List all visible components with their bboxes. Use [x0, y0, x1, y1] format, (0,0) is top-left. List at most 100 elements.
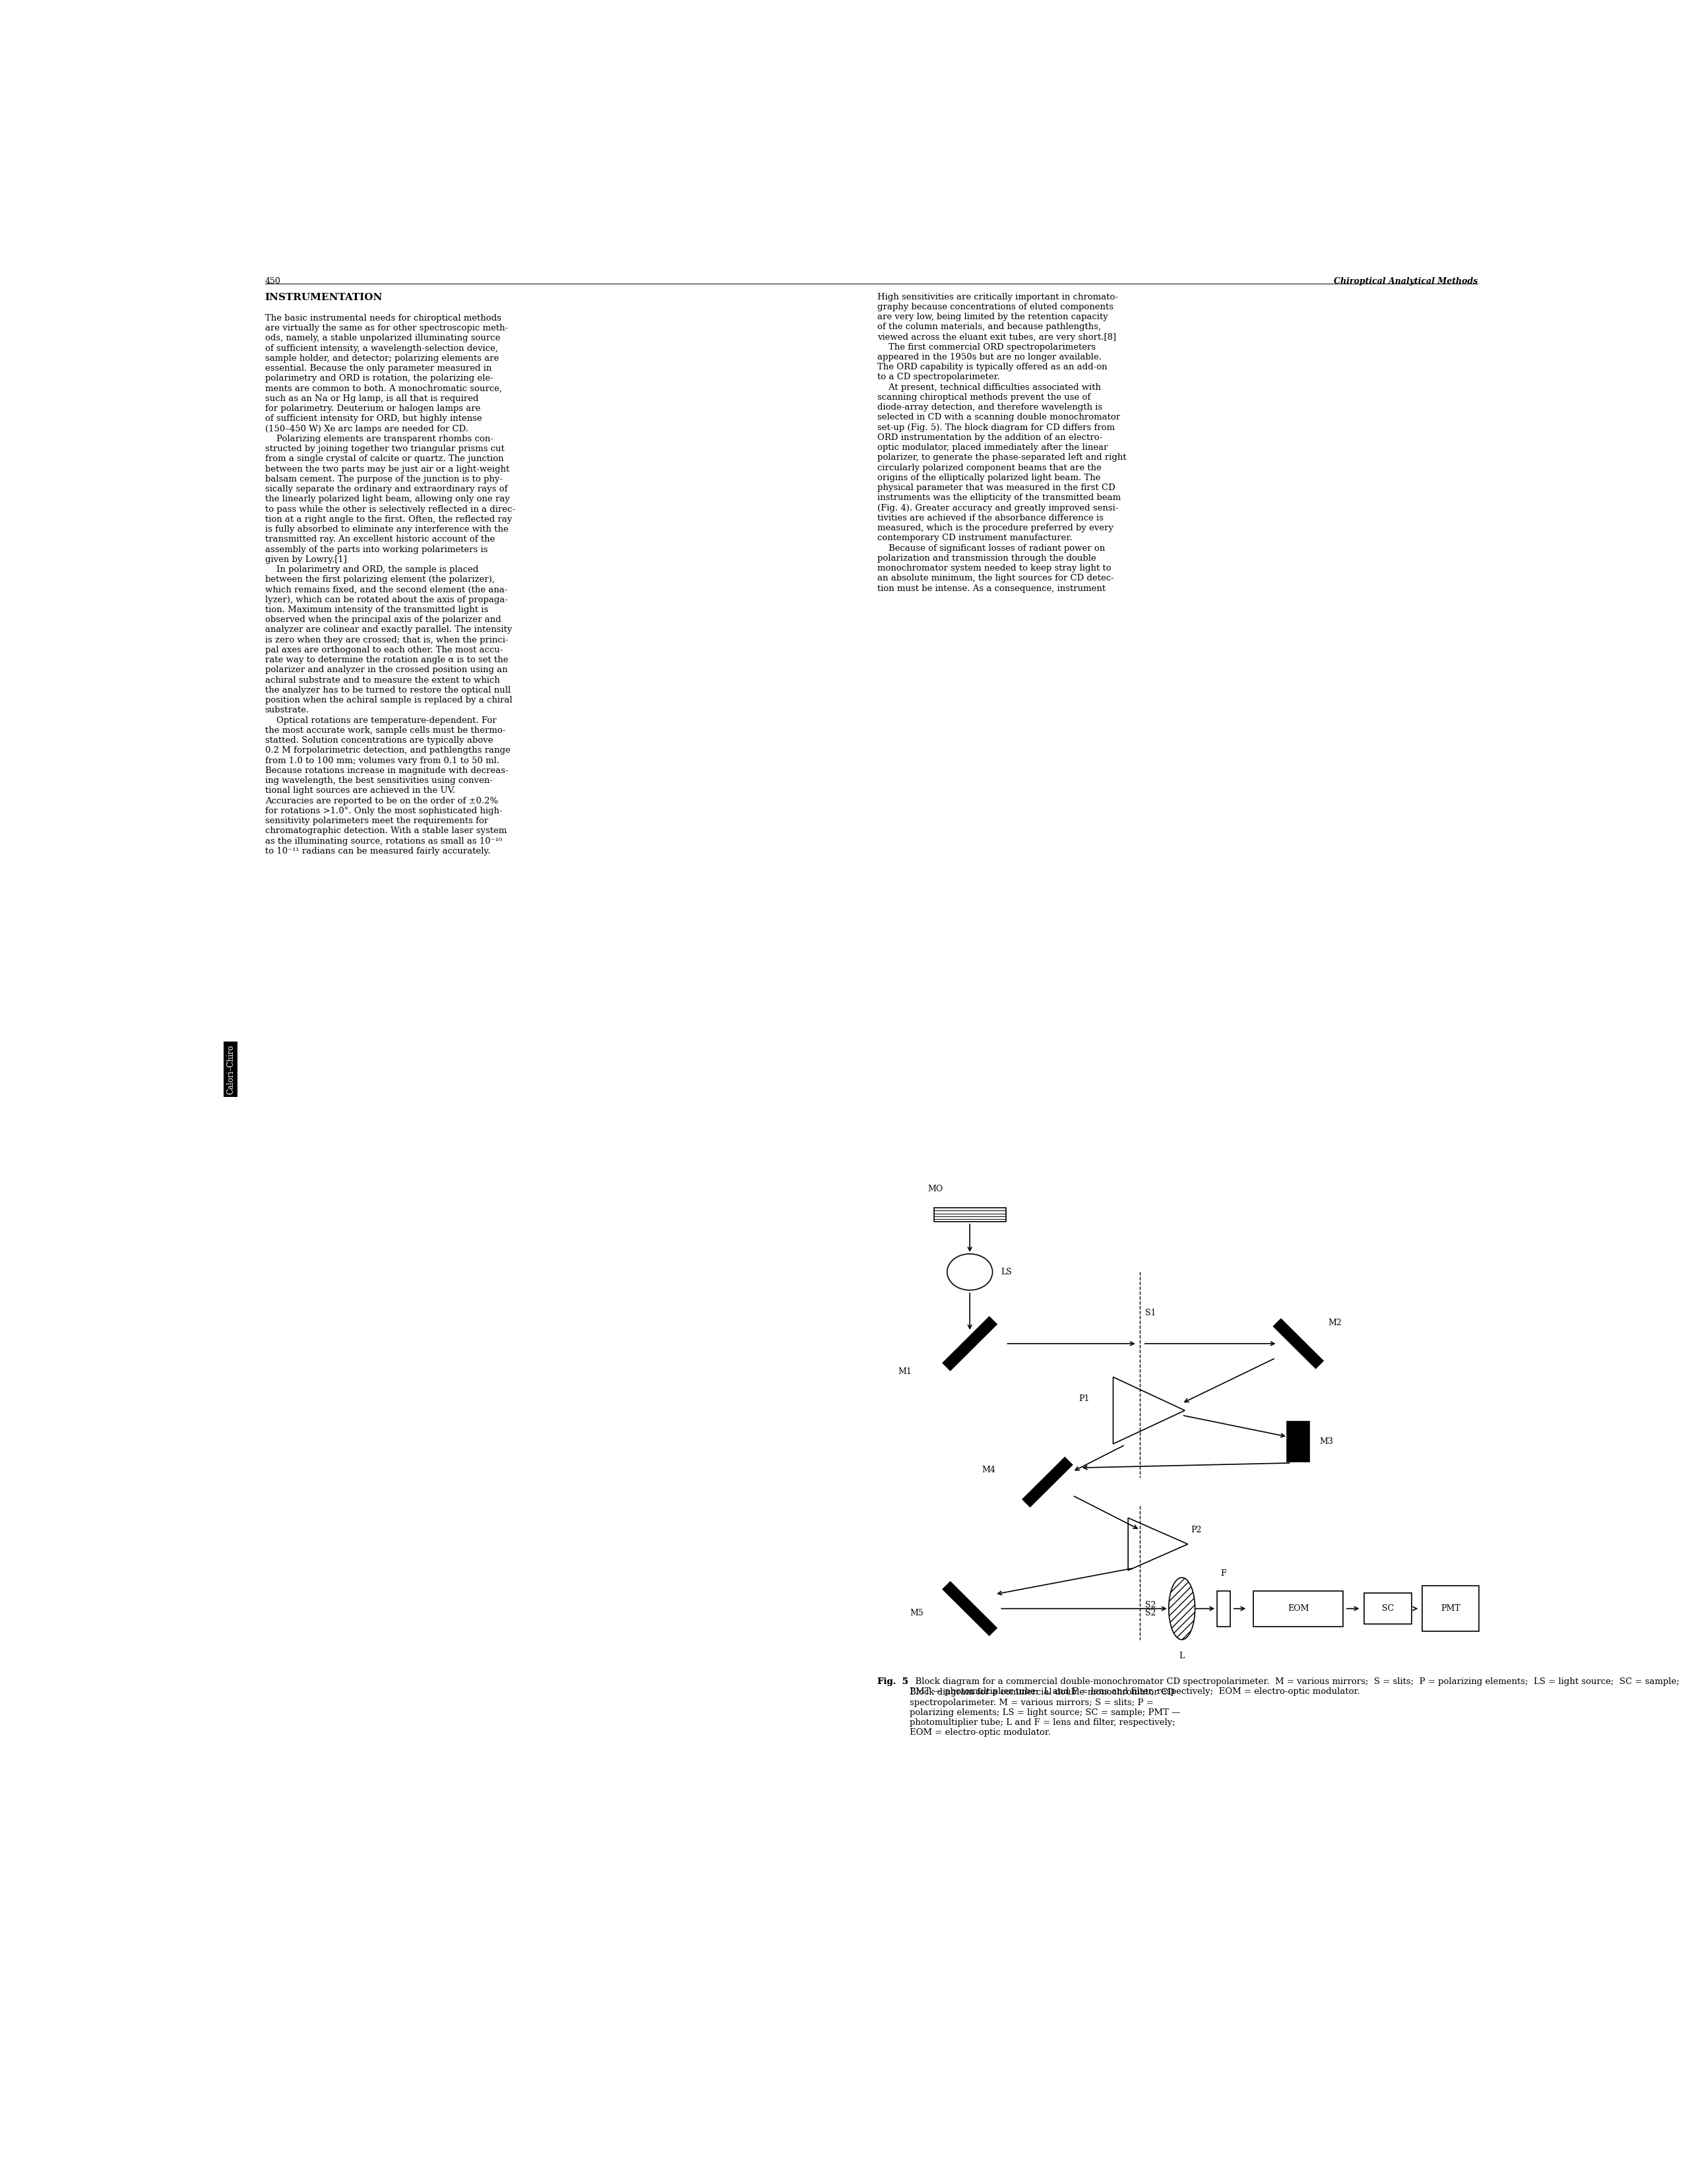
Text: the analyzer has to be turned to restore the optical null: the analyzer has to be turned to restore…: [265, 686, 510, 695]
Bar: [1217, 1590, 1230, 1627]
Text: monochromator system needed to keep stray light to: monochromator system needed to keep stra…: [877, 563, 1112, 572]
Text: between the first polarizing element (the polarizer),: between the first polarizing element (th…: [265, 574, 495, 583]
Text: Optical rotations are temperature-dependent. For: Optical rotations are temperature-depend…: [265, 716, 497, 725]
Ellipse shape: [946, 1254, 992, 1291]
Bar: [1423, 1586, 1479, 1631]
Text: from 1.0 to 100 mm; volumes vary from 0.1 to 50 ml.: from 1.0 to 100 mm; volumes vary from 0.…: [265, 756, 499, 764]
Text: High sensitivities are critically important in chromato-: High sensitivities are critically import…: [877, 293, 1119, 301]
Text: ing wavelength, the best sensitivities using conven-: ing wavelength, the best sensitivities u…: [265, 778, 492, 784]
Text: for rotations >1.0°. Only the most sophisticated high-: for rotations >1.0°. Only the most sophi…: [265, 806, 502, 815]
Text: At present, technical difficulties associated with: At present, technical difficulties assoc…: [877, 382, 1102, 391]
Text: Calori–Chiro: Calori–Chiro: [226, 1044, 235, 1094]
Text: scanning chiroptical methods prevent the use of: scanning chiroptical methods prevent the…: [877, 393, 1090, 402]
Text: set-up (Fig. 5). The block diagram for CD differs from: set-up (Fig. 5). The block diagram for C…: [877, 424, 1115, 432]
Polygon shape: [943, 1317, 997, 1369]
Ellipse shape: [1169, 1577, 1195, 1640]
Text: physical parameter that was measured in the first CD: physical parameter that was measured in …: [877, 483, 1115, 491]
Text: the linearly polarized light beam, allowing only one ray: the linearly polarized light beam, allow…: [265, 496, 510, 505]
Text: is zero when they are crossed; that is, when the princi-: is zero when they are crossed; that is, …: [265, 636, 509, 644]
Text: M3: M3: [1320, 1437, 1333, 1446]
Text: The basic instrumental needs for chiroptical methods: The basic instrumental needs for chiropt…: [265, 314, 500, 323]
Text: tivities are achieved if the absorbance difference is: tivities are achieved if the absorbance …: [877, 513, 1104, 522]
Text: analyzer are colinear and exactly parallel. The intensity: analyzer are colinear and exactly parall…: [265, 625, 512, 633]
Text: P2: P2: [1191, 1527, 1202, 1533]
Text: lyzer), which can be rotated about the axis of propaga-: lyzer), which can be rotated about the a…: [265, 596, 507, 605]
Text: tional light sources are achieved in the UV.: tional light sources are achieved in the…: [265, 786, 455, 795]
Text: L: L: [1180, 1651, 1185, 1660]
Text: as the illuminating source, rotations as small as 10⁻¹⁰: as the illuminating source, rotations as…: [265, 836, 502, 845]
Text: position when the achiral sample is replaced by a chiral: position when the achiral sample is repl…: [265, 697, 512, 705]
Text: In polarimetry and ORD, the sample is placed: In polarimetry and ORD, the sample is pl…: [265, 566, 478, 574]
Polygon shape: [1022, 1457, 1071, 1507]
Text: given by Lowry.[1]: given by Lowry.[1]: [265, 555, 346, 563]
Text: contemporary CD instrument manufacturer.: contemporary CD instrument manufacturer.: [877, 533, 1073, 542]
Text: of the column materials, and because pathlengths,: of the column materials, and because pat…: [877, 323, 1102, 332]
Text: observed when the principal axis of the polarizer and: observed when the principal axis of the …: [265, 616, 500, 625]
Text: tion must be intense. As a consequence, instrument: tion must be intense. As a consequence, …: [877, 583, 1105, 592]
Polygon shape: [1274, 1319, 1323, 1369]
Text: polarizer, to generate the phase-separated left and right: polarizer, to generate the phase-separat…: [877, 454, 1127, 463]
Text: graphy because concentrations of eluted components: graphy because concentrations of eluted …: [877, 304, 1114, 310]
Text: M2: M2: [1328, 1319, 1342, 1328]
Text: (Fig. 4). Greater accuracy and greatly improved sensi-: (Fig. 4). Greater accuracy and greatly i…: [877, 505, 1119, 513]
Text: PMT: PMT: [1442, 1605, 1460, 1612]
Text: spectropolarimeter. M = various mirrors; S = slits; P =: spectropolarimeter. M = various mirrors;…: [909, 1699, 1153, 1708]
Text: substrate.: substrate.: [265, 705, 309, 714]
Text: from a single crystal of calcite or quartz. The junction: from a single crystal of calcite or quar…: [265, 454, 504, 463]
Text: MO: MO: [928, 1184, 943, 1192]
Text: diode-array detection, and therefore wavelength is: diode-array detection, and therefore wav…: [877, 404, 1102, 413]
Text: circularly polarized component beams that are the: circularly polarized component beams tha…: [877, 463, 1102, 472]
Text: optic modulator, placed immediately after the linear: optic modulator, placed immediately afte…: [877, 443, 1109, 452]
Text: essential. Because the only parameter measured in: essential. Because the only parameter me…: [265, 365, 492, 373]
Text: The first commercial ORD spectropolarimeters: The first commercial ORD spectropolarime…: [877, 343, 1097, 352]
Text: balsam cement. The purpose of the junction is to phy-: balsam cement. The purpose of the juncti…: [265, 474, 502, 483]
Text: achiral substrate and to measure the extent to which: achiral substrate and to measure the ext…: [265, 675, 500, 684]
Text: statted. Solution concentrations are typically above: statted. Solution concentrations are typ…: [265, 736, 493, 745]
Text: EOM: EOM: [1288, 1605, 1310, 1612]
Text: M1: M1: [897, 1367, 913, 1376]
Text: appeared in the 1950s but are no longer available.: appeared in the 1950s but are no longer …: [877, 354, 1102, 363]
Text: Polarizing elements are transparent rhombs con-: Polarizing elements are transparent rhom…: [265, 435, 493, 443]
Text: to a CD spectropolarimeter.: to a CD spectropolarimeter.: [877, 373, 1000, 382]
Text: Block diagram for a commercial double-monochromator CD spectropolarimeter.  M = : Block diagram for a commercial double-mo…: [909, 1677, 1682, 1695]
Text: polarization and transmission through the double: polarization and transmission through th…: [877, 555, 1097, 563]
Text: selected in CD with a scanning double monochromator: selected in CD with a scanning double mo…: [877, 413, 1120, 422]
Text: P1: P1: [1078, 1393, 1090, 1402]
Text: The ORD capability is typically offered as an add-on: The ORD capability is typically offered …: [877, 363, 1107, 371]
Text: sample holder, and detector; polarizing elements are: sample holder, and detector; polarizing …: [265, 354, 499, 363]
Text: instruments was the ellipticity of the transmitted beam: instruments was the ellipticity of the t…: [877, 494, 1120, 502]
Text: sically separate the ordinary and extraordinary rays of: sically separate the ordinary and extrao…: [265, 485, 507, 494]
Text: are very low, being limited by the retention capacity: are very low, being limited by the reten…: [877, 312, 1109, 321]
Text: Chiroptical Analytical Methods: Chiroptical Analytical Methods: [1333, 277, 1477, 286]
Text: viewed across the eluant exit tubes, are very short.[8]: viewed across the eluant exit tubes, are…: [877, 332, 1117, 341]
Text: such as an Na or Hg lamp, is all that is required: such as an Na or Hg lamp, is all that is…: [265, 395, 478, 402]
Text: of sufficient intensity, a wavelength-selection device,: of sufficient intensity, a wavelength-se…: [265, 345, 499, 352]
Text: between the two parts may be just air or a light-weight: between the two parts may be just air or…: [265, 465, 509, 474]
Text: tion at a right angle to the first. Often, the reflected ray: tion at a right angle to the first. Ofte…: [265, 515, 512, 524]
Text: Block diagram for a commercial double-monochromator CD: Block diagram for a commercial double-mo…: [909, 1688, 1175, 1697]
Polygon shape: [1129, 1518, 1188, 1570]
Text: ments are common to both. A monochromatic source,: ments are common to both. A monochromati…: [265, 384, 502, 393]
Text: LS: LS: [1000, 1267, 1012, 1275]
Polygon shape: [943, 1581, 997, 1636]
Text: for polarimetry. Deuterium or halogen lamps are: for polarimetry. Deuterium or halogen la…: [265, 404, 480, 413]
Text: M5: M5: [909, 1610, 924, 1618]
Text: an absolute minimum, the light sources for CD detec-: an absolute minimum, the light sources f…: [877, 574, 1114, 583]
Text: S2: S2: [1144, 1610, 1156, 1618]
Polygon shape: [1114, 1378, 1185, 1444]
Text: INSTRUMENTATION: INSTRUMENTATION: [265, 293, 382, 301]
Text: 0.2 M forpolarimetric detection, and pathlengths range: 0.2 M forpolarimetric detection, and pat…: [265, 747, 510, 756]
Text: (150–450 W) Xe arc lamps are needed for CD.: (150–450 W) Xe arc lamps are needed for …: [265, 424, 468, 432]
Text: rate way to determine the rotation angle α is to set the: rate way to determine the rotation angle…: [265, 655, 509, 664]
Bar: [935, 1208, 1006, 1221]
Bar: [1288, 1422, 1310, 1461]
Text: chromatographic detection. With a stable laser system: chromatographic detection. With a stable…: [265, 828, 507, 834]
Bar: [1364, 1592, 1411, 1625]
Text: ods, namely, a stable unpolarized illuminating source: ods, namely, a stable unpolarized illumi…: [265, 334, 500, 343]
Text: M4: M4: [982, 1465, 995, 1474]
Text: S1: S1: [1144, 1308, 1156, 1317]
Text: S2: S2: [1144, 1601, 1156, 1610]
Text: of sufficient intensity for ORD, but highly intense: of sufficient intensity for ORD, but hig…: [265, 415, 482, 424]
Text: the most accurate work, sample cells must be thermo-: the most accurate work, sample cells mus…: [265, 727, 505, 734]
Text: transmitted ray. An excellent historic account of the: transmitted ray. An excellent historic a…: [265, 535, 495, 544]
